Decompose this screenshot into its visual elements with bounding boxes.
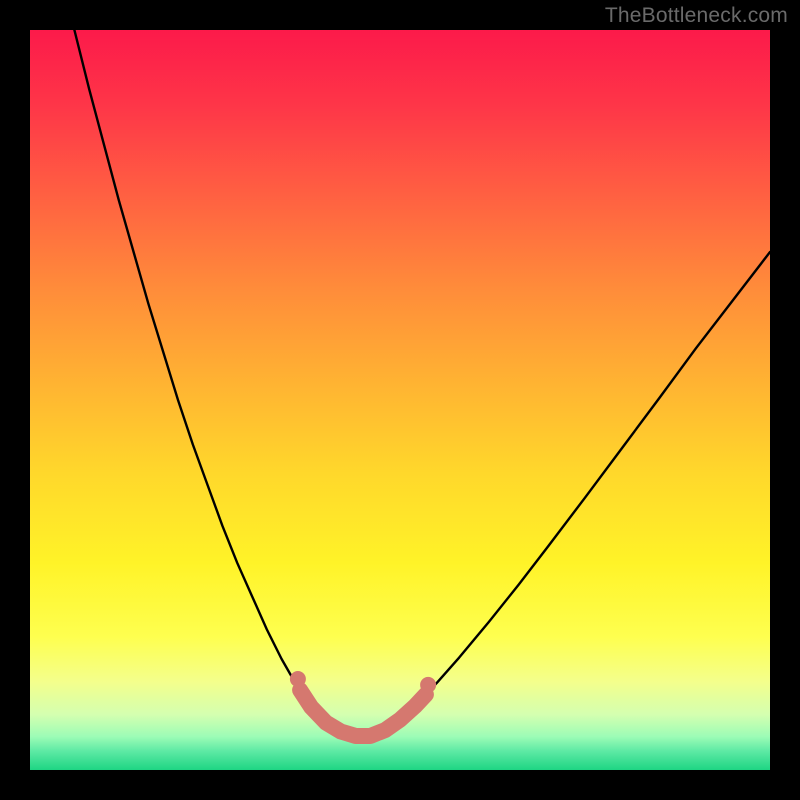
watermark-text: TheBottleneck.com	[605, 4, 788, 28]
chart-svg	[30, 30, 770, 770]
chart-frame	[30, 30, 770, 770]
chart-gradient-background	[30, 30, 770, 770]
